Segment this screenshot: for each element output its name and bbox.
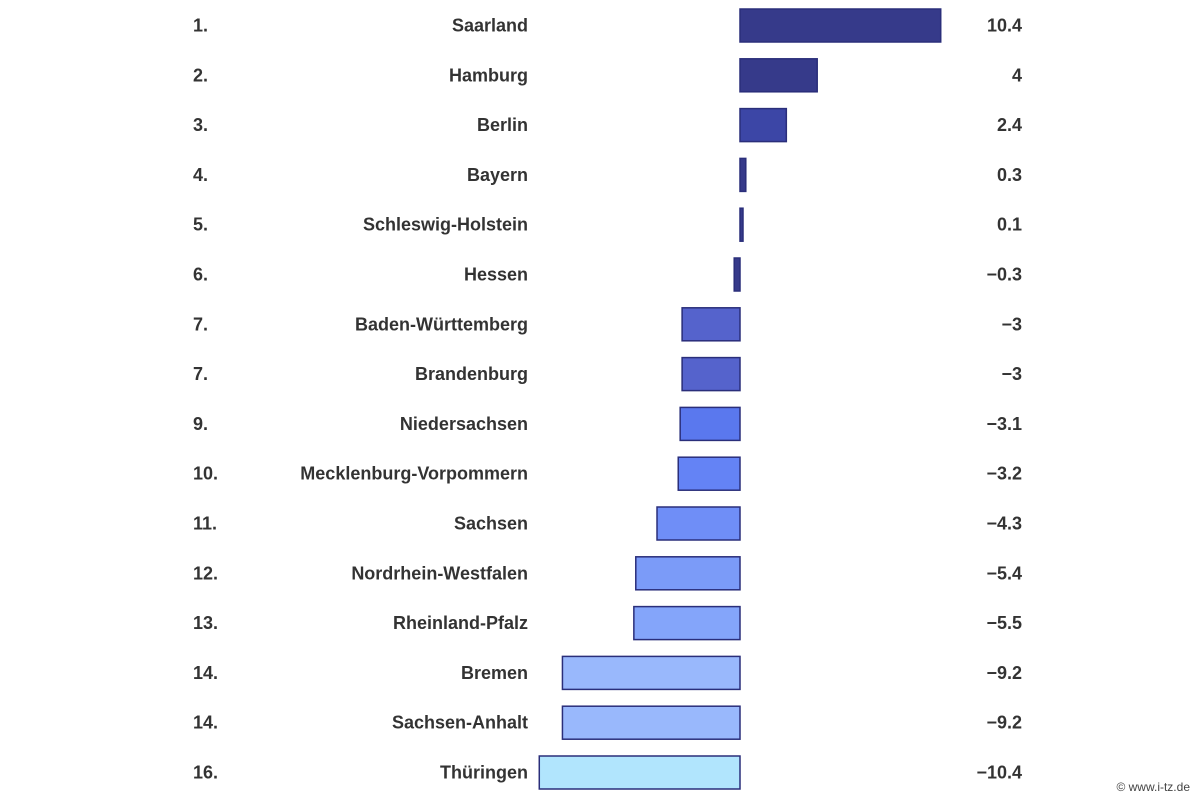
bar bbox=[679, 406, 741, 442]
category-label: Hessen bbox=[464, 265, 528, 285]
rank-label: 13. bbox=[193, 613, 218, 633]
category-label: Mecklenburg-Vorpommern bbox=[300, 464, 528, 484]
category-label: Hamburg bbox=[449, 65, 528, 85]
rank-label: 6. bbox=[193, 265, 208, 285]
value-label: −4.3 bbox=[986, 514, 1022, 534]
value-label: −9.2 bbox=[986, 713, 1022, 733]
value-label: −0.3 bbox=[986, 265, 1022, 285]
bar bbox=[677, 456, 741, 491]
bar bbox=[733, 257, 741, 292]
value-label: −5.5 bbox=[986, 613, 1022, 633]
bar bbox=[739, 58, 818, 93]
bar bbox=[561, 705, 741, 740]
rank-label: 2. bbox=[193, 65, 208, 85]
value-label: −10.4 bbox=[976, 763, 1022, 783]
category-label: Bayern bbox=[467, 165, 528, 185]
value-label: 0.1 bbox=[997, 215, 1022, 235]
category-label: Saarland bbox=[452, 16, 528, 36]
rank-label: 10. bbox=[193, 464, 218, 484]
value-label: −5.4 bbox=[986, 563, 1022, 583]
rank-label: 11. bbox=[193, 514, 217, 534]
value-label: 2.4 bbox=[997, 115, 1022, 135]
rank-label: 14. bbox=[193, 663, 218, 683]
rank-label: 14. bbox=[193, 713, 218, 733]
rank-label: 16. bbox=[193, 763, 218, 783]
category-label: Baden-Württemberg bbox=[355, 314, 528, 334]
bar bbox=[561, 655, 741, 691]
category-label: Niedersachsen bbox=[400, 414, 528, 434]
category-label: Sachsen bbox=[454, 514, 528, 534]
bar bbox=[635, 556, 741, 591]
value-label: −3 bbox=[1001, 314, 1022, 334]
category-label: Thüringen bbox=[440, 763, 528, 783]
value-label: 10.4 bbox=[987, 16, 1022, 36]
rank-label: 12. bbox=[193, 563, 218, 583]
bar bbox=[538, 755, 741, 790]
bar bbox=[739, 107, 788, 143]
bar bbox=[681, 356, 741, 392]
category-label: Bremen bbox=[461, 663, 528, 683]
category-label: Rheinland-Pfalz bbox=[393, 613, 528, 633]
rank-label: 7. bbox=[193, 314, 208, 334]
bar bbox=[633, 605, 741, 641]
category-label: Berlin bbox=[477, 115, 528, 135]
bar bbox=[739, 207, 744, 242]
rank-label: 5. bbox=[193, 215, 208, 235]
value-label: −3.2 bbox=[986, 464, 1022, 484]
rank-label: 1. bbox=[193, 16, 208, 36]
value-label: 4 bbox=[1012, 65, 1022, 85]
value-label: −3 bbox=[1001, 364, 1022, 384]
category-label: Schleswig-Holstein bbox=[363, 215, 528, 235]
category-label: Nordrhein-Westfalen bbox=[351, 563, 528, 583]
rank-label: 9. bbox=[193, 414, 208, 434]
rank-label: 7. bbox=[193, 364, 208, 384]
category-label: Sachsen-Anhalt bbox=[392, 713, 528, 733]
value-label: −9.2 bbox=[986, 663, 1022, 683]
value-label: 0.3 bbox=[997, 165, 1022, 185]
watermark: © www.i-tz.de bbox=[1114, 780, 1192, 794]
value-label: −3.1 bbox=[986, 414, 1022, 434]
bar bbox=[739, 157, 747, 193]
bar bbox=[681, 307, 741, 342]
bar bbox=[656, 506, 741, 541]
rank-label: 3. bbox=[193, 115, 208, 135]
bar bbox=[739, 8, 942, 43]
category-label: Brandenburg bbox=[415, 364, 528, 384]
rank-label: 4. bbox=[193, 165, 208, 185]
